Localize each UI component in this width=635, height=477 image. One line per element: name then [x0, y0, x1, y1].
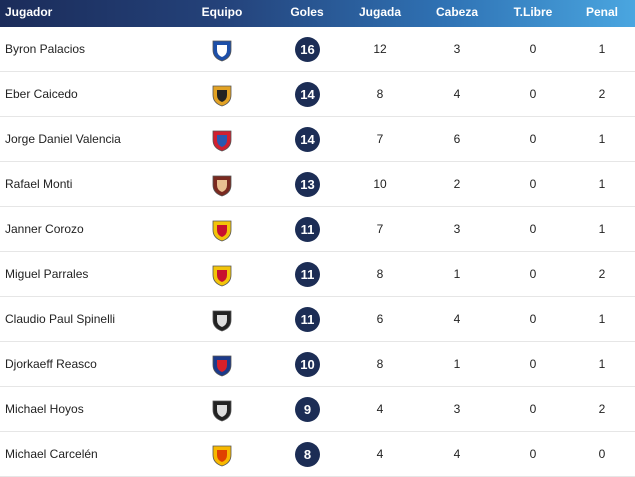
table-row: Jorge Daniel Valencia 14 7 6 0 1 [0, 117, 635, 162]
cabeza-value: 4 [453, 87, 461, 101]
cabeza-value: 3 [453, 222, 461, 236]
goals-badge: 14 [295, 82, 320, 107]
table-row: Janner Corozo 11 7 3 0 1 [0, 207, 635, 252]
penal-value: 1 [598, 42, 606, 56]
player-name: Michael Carcelén [5, 447, 98, 461]
table-row: Eber Caicedo 14 8 4 0 2 [0, 72, 635, 117]
table-header: Jugador Equipo Goles Jugada Cabeza T.Libre Pen… [0, 0, 635, 27]
tlibre-value: 0 [529, 357, 537, 371]
column-header: T.Libre [513, 5, 553, 19]
column-header: Penal [585, 5, 618, 19]
cabeza-value: 4 [453, 312, 461, 326]
tlibre-value: 0 [529, 312, 537, 326]
column-header: Jugada [358, 5, 401, 19]
team-logo [212, 445, 232, 467]
player-name: Michael Hoyos [5, 402, 84, 416]
team-logo [212, 355, 232, 377]
column-header: Jugador [5, 5, 53, 19]
player-name: Eber Caicedo [5, 87, 78, 101]
cabeza-value: 3 [453, 402, 461, 416]
team-logo [212, 220, 232, 242]
column-header: Equipo [201, 5, 243, 19]
tlibre-value: 0 [529, 447, 537, 461]
goals-badge: 11 [295, 217, 320, 242]
cabeza-value: 1 [453, 357, 461, 371]
cabeza-value: 4 [453, 447, 461, 461]
penal-value: 1 [598, 312, 606, 326]
jugada-value: 4 [376, 402, 384, 416]
jugada-value: 4 [376, 447, 384, 461]
penal-value: 2 [598, 402, 606, 416]
jugada-value: 6 [376, 312, 384, 326]
player-name: Djorkaeff Reasco [5, 357, 97, 371]
team-logo [212, 400, 232, 422]
cabeza-value: 1 [453, 267, 461, 281]
penal-value: 1 [598, 132, 606, 146]
tlibre-value: 0 [529, 402, 537, 416]
goals-badge: 9 [295, 397, 320, 422]
table-row: Miguel Parrales 11 8 1 0 2 [0, 252, 635, 297]
tlibre-value: 0 [529, 42, 537, 56]
player-name: Jorge Daniel Valencia [5, 132, 121, 146]
player-name: Rafael Monti [5, 177, 73, 191]
team-logo [212, 310, 232, 332]
tlibre-value: 0 [529, 87, 537, 101]
goals-badge: 11 [295, 307, 320, 332]
cabeza-value: 6 [453, 132, 461, 146]
jugada-value: 8 [376, 357, 384, 371]
cabeza-value: 2 [453, 177, 461, 191]
table-row: Rafael Monti 13 10 2 0 1 [0, 162, 635, 207]
player-name: Miguel Parrales [5, 267, 89, 281]
jugada-value: 7 [376, 222, 384, 236]
penal-value: 1 [598, 177, 606, 191]
player-name: Janner Corozo [5, 222, 84, 236]
goals-badge: 16 [295, 37, 320, 62]
penal-value: 2 [598, 87, 606, 101]
tlibre-value: 0 [529, 132, 537, 146]
jugada-value: 12 [373, 42, 387, 56]
penal-value: 0 [598, 447, 606, 461]
table-row: Michael Hoyos 9 4 3 0 2 [0, 387, 635, 432]
penal-value: 1 [598, 357, 606, 371]
player-name: Claudio Paul Spinelli [5, 312, 116, 326]
tlibre-value: 0 [529, 267, 537, 281]
table-row: Michael Carcelén 8 4 4 0 0 [0, 432, 635, 477]
table-row: Claudio Paul Spinelli 11 6 4 0 1 [0, 297, 635, 342]
goals-badge: 10 [295, 352, 320, 377]
table-row: Byron Palacios 16 12 3 0 1 [0, 27, 635, 72]
goals-badge: 11 [295, 262, 320, 287]
column-header: Goles [290, 5, 324, 19]
penal-value: 2 [598, 267, 606, 281]
jugada-value: 8 [376, 267, 384, 281]
team-logo [212, 85, 232, 107]
team-logo [212, 265, 232, 287]
goals-badge: 8 [295, 442, 320, 467]
jugada-value: 8 [376, 87, 384, 101]
tlibre-value: 0 [529, 222, 537, 236]
jugada-value: 7 [376, 132, 384, 146]
column-header: Cabeza [435, 5, 479, 19]
cabeza-value: 3 [453, 42, 461, 56]
penal-value: 1 [598, 222, 606, 236]
table-row: Djorkaeff Reasco 10 8 1 0 1 [0, 342, 635, 387]
goals-badge: 13 [295, 172, 320, 197]
team-logo [212, 40, 232, 62]
tlibre-value: 0 [529, 177, 537, 191]
goals-badge: 14 [295, 127, 320, 152]
jugada-value: 10 [373, 177, 387, 191]
team-logo [212, 130, 232, 152]
player-name: Byron Palacios [5, 42, 86, 56]
team-logo [212, 175, 232, 197]
